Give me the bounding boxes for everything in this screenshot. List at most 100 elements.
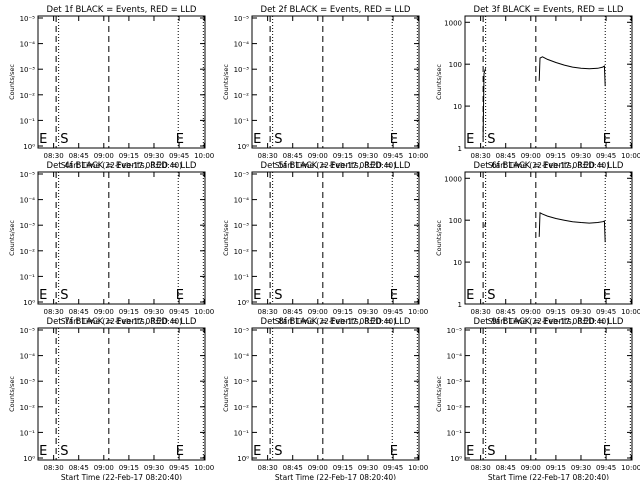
x-tick-label: 09:30 [571,308,591,316]
y-axis-label: Counts/sec [435,64,443,100]
y-tick-label: 10⁻⁴ [234,41,250,49]
y-tick-label: 10⁰ [23,143,35,151]
y-tick-label: 100 [449,61,462,69]
event-marker-e: E [39,132,47,147]
x-tick-label: 08:45 [283,464,303,472]
panel-title: Det 3f BLACK = Events, RED = LLD [474,5,624,15]
x-tick-label: 09:15 [119,464,139,472]
y-tick-label: 10⁻² [20,92,36,100]
event-marker-e: E [466,132,474,147]
y-axis-label: Counts/sec [435,220,443,256]
x-tick-label: 08:30 [44,464,64,472]
x-tick-label: 09:00 [94,308,114,316]
plot-frame [251,171,420,305]
x-tick-label: 10:00 [408,464,428,472]
y-tick-label: 10⁻³ [234,66,250,74]
x-tick-label: 09:45 [596,464,616,472]
x-tick-label: 09:00 [94,152,114,160]
event-marker-s: S [487,288,495,303]
x-tick-label: 08:45 [283,308,303,316]
x-tick-label: 08:30 [44,308,64,316]
x-tick-label: 08:45 [69,152,89,160]
event-marker-s: S [274,288,282,303]
panel-title: Det 7f BLACK = Events, RED = LLD [47,317,197,327]
x-tick-label: 08:30 [258,464,278,472]
y-tick-label: 1 [458,145,462,153]
panel-det-5: Det 5f BLACK = Events, RED = LLD 10⁰ 10⁻¹ 1… [222,161,428,326]
plot-frame [464,15,633,149]
y-tick-label: 10⁻¹ [20,273,36,281]
x-axis-label: Start Time (22-Feb-17 08:20:40) [488,317,609,326]
x-tick-label: 09:00 [521,152,541,160]
x-axis-label: Start Time (22-Feb-17 08:20:40) [488,161,609,170]
x-tick-label: 09:45 [169,308,189,316]
x-tick-label: 09:00 [308,464,328,472]
x-tick-label: 09:15 [333,308,353,316]
y-tick-label: 10⁻¹ [20,117,36,125]
y-axis-label: Counts/sec [222,220,230,256]
x-tick-label: 10:00 [621,464,640,472]
panel-title: Det 5f BLACK = Events, RED = LLD [261,161,411,171]
panel-det-1: Det 1f BLACK = Events, RED = LLD 10⁰ 10⁻¹ 1… [8,5,214,170]
x-tick-label: 09:00 [521,464,541,472]
y-tick-label: 10⁻⁴ [20,353,36,361]
x-tick-label: 08:45 [496,308,516,316]
y-tick-label: 10⁻⁵ [20,171,36,179]
y-axis-label: Counts/sec [435,376,443,412]
y-tick-label: 10⁰ [23,455,35,463]
y-tick-label: 10⁻³ [447,378,463,386]
x-tick-label: 09:30 [144,308,164,316]
x-tick-label: 08:45 [69,464,89,472]
event-marker-e: E [603,288,611,303]
x-tick-label: 08:30 [258,152,278,160]
x-axis-label: Start Time (22-Feb-17 08:20:40) [275,317,396,326]
panel-det-2: Det 2f BLACK = Events, RED = LLD 10⁰ 10⁻¹ 1… [222,5,428,170]
y-axis-label: Counts/sec [8,64,16,100]
y-tick-label: 1 [458,301,462,309]
event-marker-e: E [253,132,261,147]
x-tick-label: 08:30 [258,308,278,316]
y-tick-label: 10 [453,259,462,267]
y-tick-label: 10⁻⁴ [20,197,36,205]
plot-frame [37,327,206,461]
x-tick-label: 09:15 [119,152,139,160]
y-tick-label: 10⁻² [20,248,36,256]
y-tick-label: 10⁻⁴ [234,353,250,361]
x-tick-label: 09:15 [546,464,566,472]
y-tick-label: 10⁻⁵ [234,15,250,23]
x-tick-label: 10:00 [408,152,428,160]
y-tick-label: 10⁻⁴ [234,197,250,205]
y-tick-label: 10⁻⁵ [447,327,463,335]
panel-title: Det 1f BLACK = Events, RED = LLD [47,5,197,15]
x-tick-label: 09:45 [169,464,189,472]
series-line-1 [482,56,606,138]
panel-det-3: Det 3f BLACK = Events, RED = LLD 1 10 100 10… [435,5,640,170]
y-tick-label: 10⁻⁴ [20,41,36,49]
event-marker-e: E [176,444,184,459]
x-tick-label: 09:30 [144,464,164,472]
y-tick-label: 10⁰ [237,455,249,463]
x-tick-label: 09:00 [308,308,328,316]
x-tick-label: 09:45 [169,152,189,160]
y-tick-label: 10⁰ [237,143,249,151]
x-tick-label: 10:00 [621,152,640,160]
panel-title: Det 2f BLACK = Events, RED = LLD [261,5,411,15]
x-tick-label: 09:45 [596,152,616,160]
y-axis-label: Counts/sec [222,64,230,100]
event-marker-e: E [176,132,184,147]
x-tick-label: 09:30 [144,152,164,160]
x-tick-label: 08:45 [283,152,303,160]
event-marker-s: S [274,132,282,147]
plot-frame [37,15,206,149]
panel-det-8: Det 8f BLACK = Events, RED = LLD 10⁰ 10⁻¹ 1… [222,317,428,480]
x-axis-label: Start Time (22-Feb-17 08:20:40) [61,161,182,170]
y-axis-label: Counts/sec [8,376,16,412]
event-marker-s: S [487,444,495,459]
event-marker-e: E [253,288,261,303]
x-tick-label: 08:30 [471,464,491,472]
y-tick-label: 10⁻⁴ [447,353,463,361]
x-tick-label: 08:45 [496,464,516,472]
plot-frame [464,327,633,461]
y-axis-label: Counts/sec [8,220,16,256]
